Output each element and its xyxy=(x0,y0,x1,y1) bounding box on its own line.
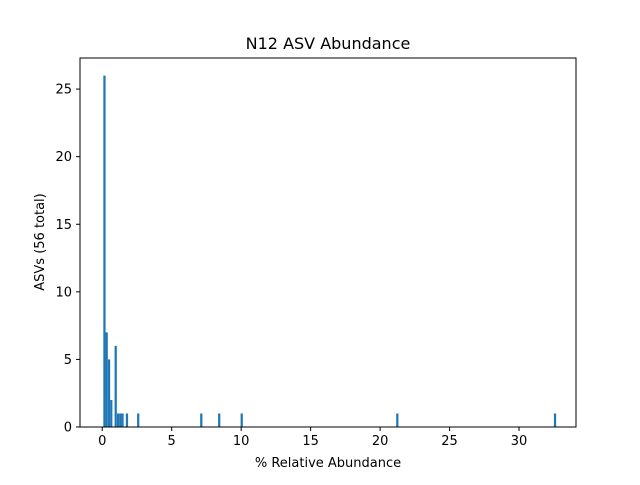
y-axis-label: ASVs (56 total) xyxy=(33,193,48,291)
y-tick-label: 25 xyxy=(55,83,72,98)
y-tick-label: 0 xyxy=(64,421,72,436)
plot-frame xyxy=(79,57,577,428)
x-tick-label: 20 xyxy=(372,434,389,449)
histogram-bar-2 xyxy=(107,359,111,427)
x-tick-label: 25 xyxy=(441,434,458,449)
histogram-bar-6 xyxy=(116,413,120,427)
y-tick-label: 5 xyxy=(64,353,72,368)
histogram-bar-8 xyxy=(121,413,124,427)
x-axis-label: % Relative Abundance xyxy=(255,456,401,471)
histogram-bar-5 xyxy=(114,345,117,427)
histogram-bar-7 xyxy=(119,413,122,427)
bars-layer xyxy=(103,75,557,427)
ticks-layer: 0 5 10 15 20 25 30 0 5 10 15 20 25 xyxy=(55,83,527,449)
histogram-bar-3 xyxy=(110,399,113,427)
x-tick-label: 5 xyxy=(168,434,176,449)
x-tick-label: 0 xyxy=(98,434,106,449)
histogram-bar-10 xyxy=(125,413,129,427)
histogram-bar-11 xyxy=(137,413,140,427)
histogram-bar-16 xyxy=(553,413,557,427)
y-tick-label: 15 xyxy=(55,218,72,233)
y-tick-label: 20 xyxy=(55,150,72,165)
histogram-bar-14 xyxy=(240,413,243,427)
y-tick-label: 10 xyxy=(55,285,72,300)
histogram-bar-15 xyxy=(396,413,399,427)
histogram-bar-1 xyxy=(105,332,108,427)
x-tick-label: 30 xyxy=(511,434,528,449)
x-tick-label: 15 xyxy=(302,434,319,449)
histogram-bar-13 xyxy=(218,413,221,427)
chart-title: N12 ASV Abundance xyxy=(246,34,411,53)
histogram-bar-0 xyxy=(103,75,106,427)
x-tick-label: 10 xyxy=(233,434,250,449)
histogram-bar-12 xyxy=(200,413,203,427)
